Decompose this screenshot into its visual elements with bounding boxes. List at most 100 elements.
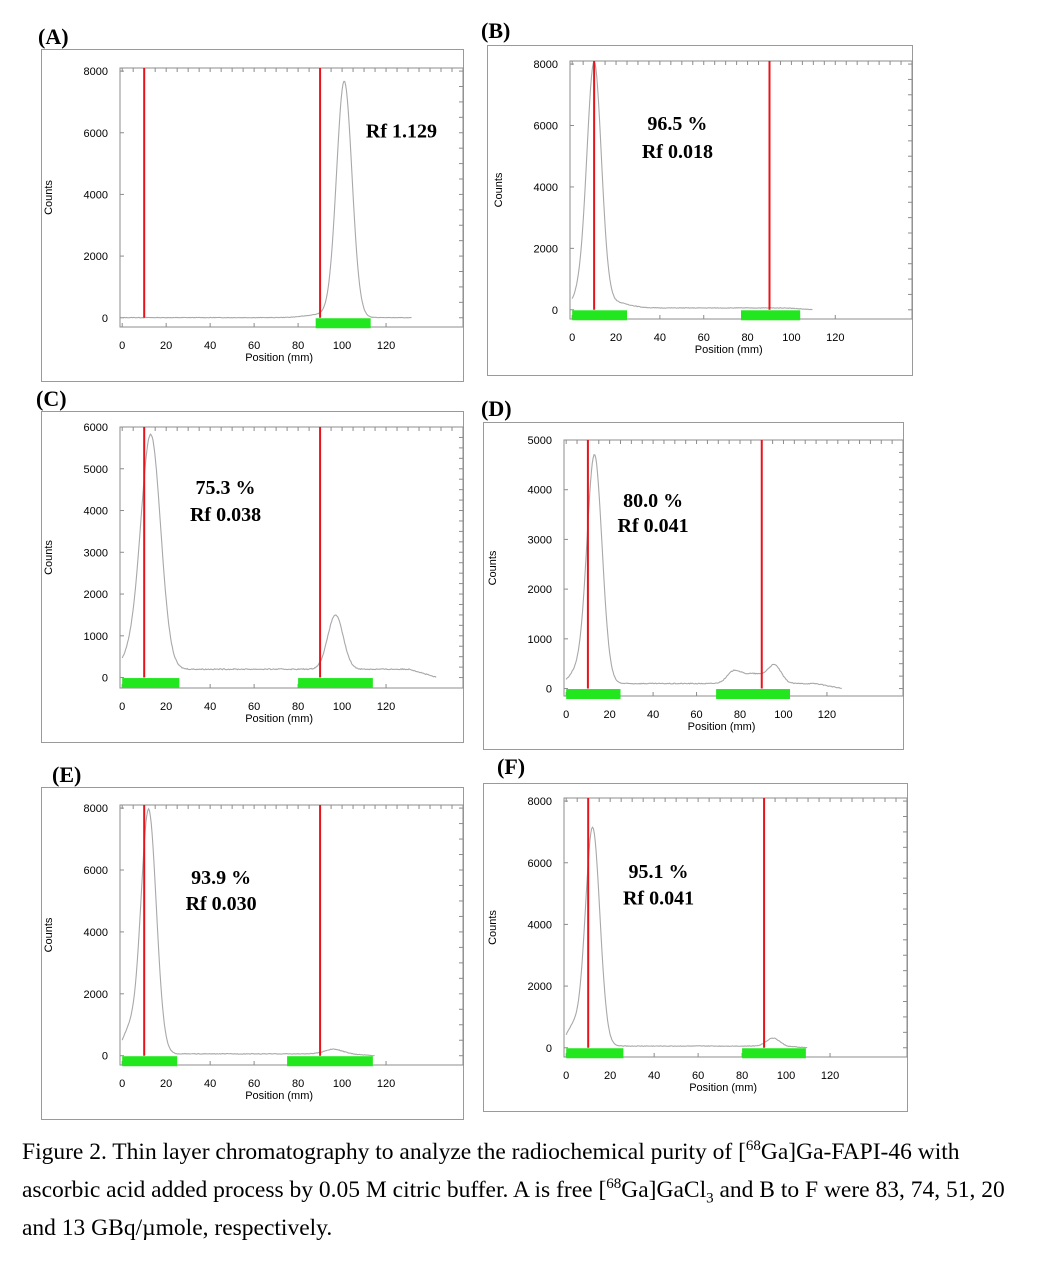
chromatogram-trace	[121, 433, 437, 678]
x-axis-label: Position (mm)	[688, 721, 756, 733]
plot-area-frame	[119, 426, 464, 689]
y-tick-label: 0	[552, 305, 558, 317]
x-tick-label: 100	[777, 1070, 795, 1082]
y-tick-label: 4000	[528, 485, 552, 497]
panel-label-d: (D)	[481, 396, 512, 421]
x-axis-label: Position (mm)	[245, 1090, 313, 1102]
peak-annotation: Rf 0.038	[190, 504, 261, 526]
y-tick-label: 4000	[84, 506, 108, 518]
peak-annotation: Rf 0.030	[186, 893, 257, 915]
chromatogram-trace	[571, 59, 813, 311]
y-tick-label: 1000	[528, 634, 552, 646]
peak-annotation: 93.9 %	[191, 867, 251, 889]
y-tick-label: 6000	[84, 422, 108, 434]
y-axis-label: Counts	[43, 540, 55, 575]
peak-annotation: 95.1 %	[629, 861, 689, 883]
chromatogram-trace	[121, 807, 375, 1057]
x-tick-label: 100	[333, 701, 351, 713]
integration-band	[122, 1056, 178, 1067]
y-tick-label: 0	[546, 684, 552, 696]
integration-band	[566, 1048, 624, 1059]
x-axis-label: Position (mm)	[245, 352, 313, 364]
chart-svg-d: 0 1000 2000 3000 4000 5000 0 20 40 60 80 100 120 Posi…	[487, 435, 904, 733]
peak-annotation: Rf 0.041	[618, 515, 689, 537]
x-tick-label: 0	[119, 340, 125, 352]
x-tick-label: 120	[818, 709, 836, 721]
x-tick-label: 80	[734, 709, 746, 721]
integration-band	[572, 310, 627, 321]
integration-band	[287, 1056, 373, 1067]
chart-svg-a: 0 2000 4000 6000 8000 0 20 40 60 80 100 120 Position…	[43, 66, 464, 364]
y-tick-label: 2000	[528, 584, 552, 596]
x-tick-label: 80	[292, 1078, 304, 1090]
y-tick-label: 3000	[528, 534, 552, 546]
chart-svg-b: 0 2000 4000 6000 8000 0 20 40 60 80 100 120 Position…	[493, 59, 913, 356]
x-axis-label: Position (mm)	[245, 713, 313, 725]
x-tick-label: 40	[204, 701, 216, 713]
panel-label-a: (A)	[38, 24, 69, 49]
peak-annotation: 75.3 %	[196, 477, 256, 499]
chart-panel-e: 0 2000 4000 6000 8000 0 20 40 60 80 100 120 Position…	[41, 787, 464, 1120]
y-tick-label: 4000	[84, 189, 108, 201]
peak-annotation: 80.0 %	[623, 490, 683, 512]
x-tick-label: 20	[160, 701, 172, 713]
integration-band	[298, 678, 373, 689]
plot-area-frame	[563, 797, 908, 1058]
x-tick-label: 40	[647, 709, 659, 721]
panel-label-e: (E)	[52, 762, 82, 787]
x-tick-label: 60	[698, 332, 710, 344]
x-tick-label: 0	[119, 1078, 125, 1090]
plot-area-frame	[119, 67, 464, 328]
caption-part-2: Ga]Ga-FAPI-46 with ascorbic acid added p…	[22, 1139, 960, 1203]
x-tick-label: 120	[377, 701, 395, 713]
caption-part-1: Figure 2. Thin layer chromatography to a…	[22, 1139, 746, 1165]
x-tick-label: 40	[204, 340, 216, 352]
y-tick-label: 0	[102, 1051, 108, 1063]
y-tick-label: 4000	[84, 927, 108, 939]
figure-caption: Figure 2. Thin layer chromatography to a…	[22, 1133, 1032, 1247]
x-tick-label: 100	[782, 332, 800, 344]
x-axis-label: Position (mm)	[695, 344, 763, 356]
y-tick-label: 3000	[84, 547, 108, 559]
y-tick-label: 2000	[534, 243, 558, 255]
integration-band	[716, 689, 790, 700]
chart-svg-f: 0 2000 4000 6000 8000 0 20 40 60 80 100 120 Position…	[487, 796, 908, 1094]
x-tick-label: 120	[826, 332, 844, 344]
y-tick-label: 1000	[84, 631, 108, 643]
integration-band	[122, 678, 180, 689]
y-tick-label: 6000	[84, 865, 108, 877]
x-tick-label: 80	[292, 701, 304, 713]
x-tick-label: 20	[604, 709, 616, 721]
y-tick-label: 6000	[534, 121, 558, 133]
x-tick-label: 120	[377, 340, 395, 352]
plot-area-frame	[119, 804, 464, 1066]
integration-band	[566, 689, 621, 700]
x-tick-label: 60	[690, 709, 702, 721]
y-tick-label: 8000	[528, 796, 552, 808]
chart-panel-a: 0 2000 4000 6000 8000 0 20 40 60 80 100 120 Position…	[41, 49, 464, 382]
y-tick-label: 4000	[534, 182, 558, 194]
y-tick-label: 0	[102, 673, 108, 685]
y-tick-label: 0	[102, 313, 108, 325]
y-axis-label: Counts	[487, 910, 499, 945]
x-tick-label: 60	[692, 1070, 704, 1082]
x-tick-label: 120	[377, 1078, 395, 1090]
x-tick-label: 40	[654, 332, 666, 344]
caption-sup-1: 68	[745, 1138, 761, 1155]
x-tick-label: 100	[333, 1078, 351, 1090]
chart-svg-c: 0 1000 2000 3000 4000 5000 6000 0 20 40 60 80 100 120…	[43, 422, 464, 725]
y-tick-label: 8000	[84, 803, 108, 815]
peak-annotation: Rf 0.018	[642, 141, 713, 163]
y-axis-label: Counts	[43, 180, 55, 215]
caption-part-4: and B to F were 83, 74, 51, 20 and 13 GB…	[22, 1177, 1005, 1241]
x-tick-label: 60	[248, 1078, 260, 1090]
y-tick-label: 6000	[84, 128, 108, 140]
x-tick-label: 80	[741, 332, 753, 344]
x-tick-label: 20	[604, 1070, 616, 1082]
x-tick-label: 0	[119, 701, 125, 713]
y-tick-label: 2000	[528, 981, 552, 993]
caption-part-3: Ga]GaCl	[621, 1177, 707, 1203]
y-tick-label: 6000	[528, 858, 552, 870]
y-tick-label: 0	[546, 1043, 552, 1055]
peak-annotation: Rf 1.129	[366, 120, 437, 142]
